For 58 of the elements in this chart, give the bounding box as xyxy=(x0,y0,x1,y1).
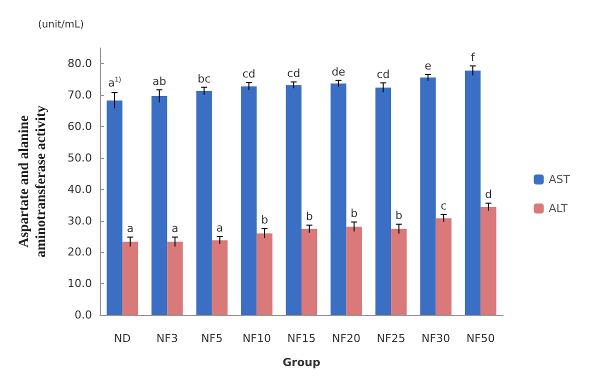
y-tick-label: 60.0 xyxy=(68,120,92,134)
text: (unit/mL) xyxy=(38,20,84,30)
bar xyxy=(106,100,122,315)
annotation: a xyxy=(216,221,224,234)
annotation: cd xyxy=(376,68,390,81)
x-tick-label: NF3 xyxy=(156,332,178,345)
bar xyxy=(196,91,212,315)
y-tick-label: 0.0 xyxy=(74,308,92,322)
bar xyxy=(480,206,496,315)
x-tick-label: NF50 xyxy=(466,332,495,345)
bar xyxy=(286,85,302,315)
bar xyxy=(256,233,272,315)
bar xyxy=(464,70,481,315)
x-tick-label: ND xyxy=(114,332,131,345)
annotation: b xyxy=(395,209,402,222)
y-tick-label: 30.0 xyxy=(68,214,92,228)
annotation: c xyxy=(440,199,447,212)
annotation: a xyxy=(126,222,134,236)
bar xyxy=(420,78,436,315)
annotation: b xyxy=(306,210,313,224)
x-axis-title: Group xyxy=(282,356,320,369)
bar xyxy=(330,83,346,315)
annotation: a xyxy=(172,222,178,236)
annotation: de xyxy=(332,65,346,78)
bar xyxy=(151,96,168,315)
y-tick-label: 50.0 xyxy=(68,151,92,164)
bar xyxy=(212,240,228,315)
annotation: b xyxy=(350,207,358,220)
y-axis-title: Aspartate and alanine aminotransferase activity xyxy=(17,105,49,258)
bar xyxy=(436,218,452,315)
y-tick-label: 10.0 xyxy=(68,277,92,290)
annotation: cd xyxy=(287,66,300,80)
x-tick-label: NF25 xyxy=(376,332,406,345)
annotation: f xyxy=(470,50,476,64)
annotation: d xyxy=(484,188,492,202)
x-tick-label: NF5 xyxy=(201,332,223,345)
annotation: b xyxy=(261,214,268,227)
x-tick-label: NF20 xyxy=(332,332,361,345)
bar xyxy=(122,242,138,315)
bar xyxy=(391,228,407,315)
x-tick-label: NF10 xyxy=(242,332,272,345)
annotation: e xyxy=(424,59,432,72)
bar xyxy=(167,242,183,315)
y-tick-label: 40.0 xyxy=(68,182,92,196)
bar xyxy=(346,226,362,315)
y-tick-label: 70.0 xyxy=(68,88,92,102)
bar xyxy=(241,86,257,315)
y-tick-label: 20.0 xyxy=(68,246,92,259)
y-tick-label: 80.0 xyxy=(68,57,92,70)
x-tick-label: NF15 xyxy=(287,332,316,345)
annotation: cd xyxy=(242,68,256,81)
legend-label: AST xyxy=(548,173,570,186)
bar xyxy=(375,88,392,315)
legend-label: ALT xyxy=(548,202,568,215)
annotation: ab xyxy=(152,74,166,88)
annotation: bc xyxy=(198,72,211,86)
bar xyxy=(302,228,318,315)
x-tick-label: NF30 xyxy=(422,332,450,345)
